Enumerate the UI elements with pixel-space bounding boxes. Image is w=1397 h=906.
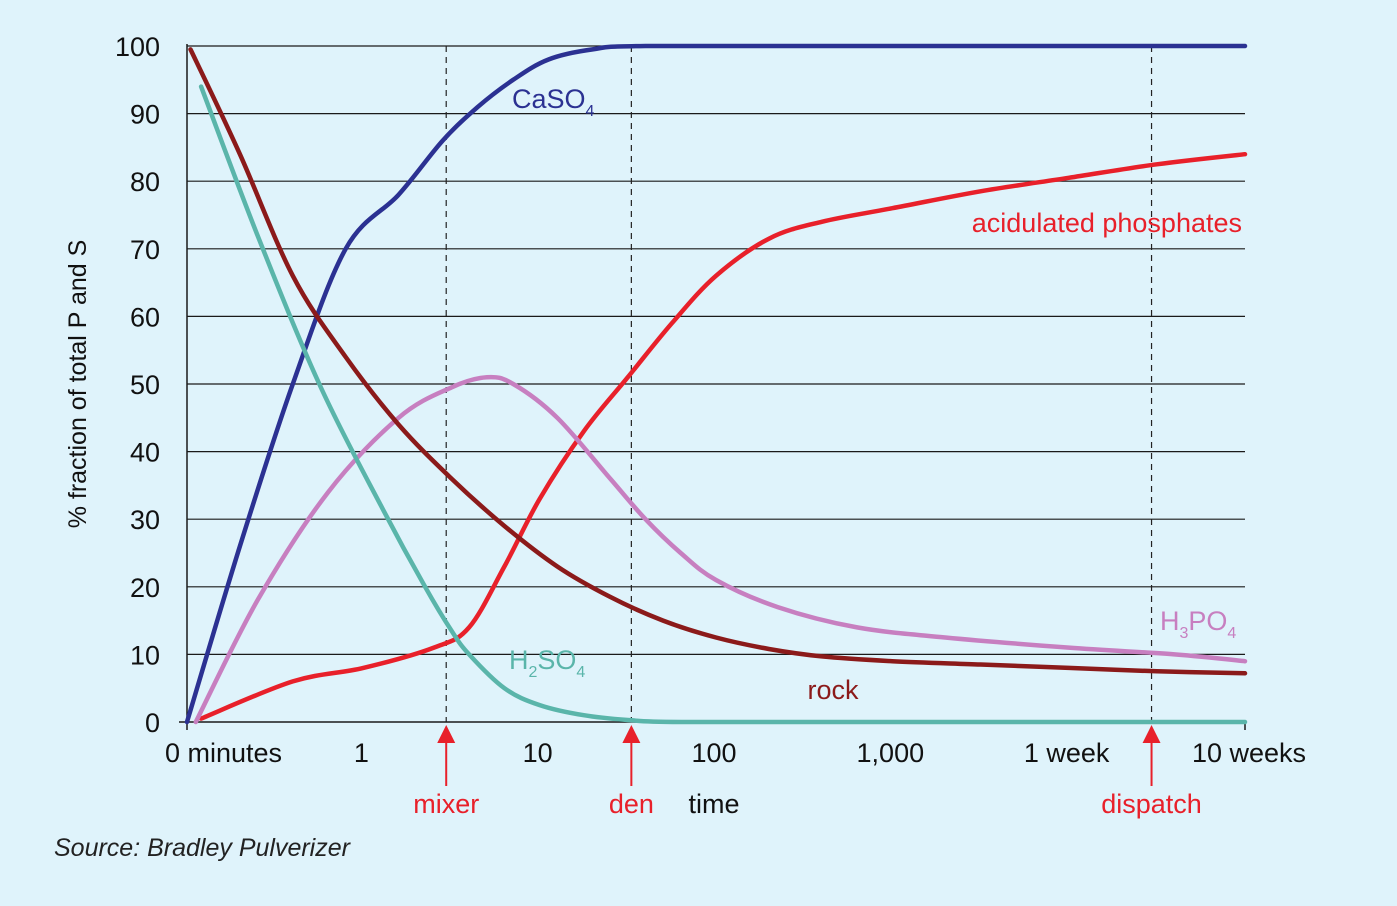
series-line [184, 43, 1248, 725]
x-tick-label: 0 minutes [165, 738, 282, 768]
series-label: H2SO4 [509, 645, 585, 681]
y-tick-label: 30 [130, 505, 160, 535]
y-tick-label: 60 [130, 302, 160, 332]
x-tick-label: 10 [523, 738, 553, 768]
labels: mixer den dispatch CaSO4 acidulated phosphat… [413, 84, 1242, 819]
series-line [198, 151, 1248, 721]
y-tick-label: 40 [130, 438, 160, 468]
y-tick-label: 90 [130, 100, 160, 130]
y-tick-label: 80 [130, 167, 160, 197]
x-tick-label: 10 weeks [1192, 738, 1306, 768]
grid-lines [187, 45, 1245, 656]
x-tick-label: 100 [691, 738, 736, 768]
x-axis-label: time [688, 789, 739, 819]
y-tick-label: 20 [130, 573, 160, 603]
y-tick-label: 100 [115, 32, 160, 62]
y-tick-label: 50 [130, 370, 160, 400]
series-label: H3PO4 [1160, 606, 1236, 642]
x-tick-label: 1,000 [857, 738, 925, 768]
axes: 0 10 20 30 40 50 60 70 80 90 100 0 minutes 1 10 100 1,0… [115, 32, 1306, 768]
x-tick-label: 1 week [1024, 738, 1110, 768]
series-lines [184, 43, 1248, 725]
marker-label: mixer [413, 789, 479, 819]
y-tick-label: 10 [130, 640, 160, 670]
series-label: acidulated phosphates [972, 208, 1242, 238]
series-line [193, 374, 1248, 725]
marker-lines [437, 46, 1161, 786]
marker-label: den [609, 789, 654, 819]
marker-arrow-head [437, 725, 456, 743]
source-note: Source: Bradley Pulverizer [54, 834, 350, 862]
y-tick-label: 70 [130, 235, 160, 265]
series-label: rock [807, 675, 859, 705]
y-axis-label: % fraction of total P and S [64, 240, 92, 529]
y-tick-label: 0 [145, 708, 160, 738]
series-line [188, 47, 1248, 676]
marker-label: dispatch [1101, 789, 1202, 819]
marker-arrow-head [622, 725, 641, 743]
series-line [198, 84, 1248, 725]
series-label: CaSO4 [512, 84, 595, 120]
x-tick-label: 1 [354, 738, 369, 768]
marker-arrow-head [1142, 725, 1161, 743]
